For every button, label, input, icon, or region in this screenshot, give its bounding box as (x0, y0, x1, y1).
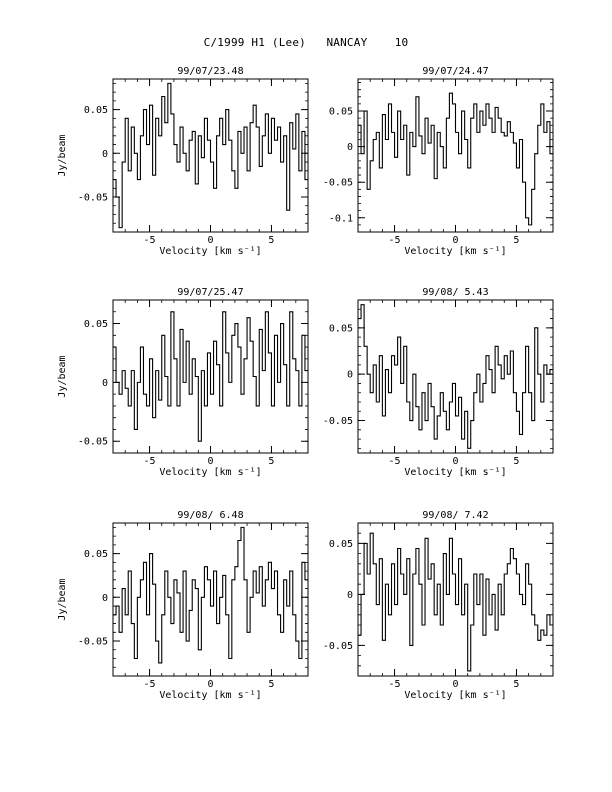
x-axis-label: Velocity [km s⁻¹] (159, 246, 261, 257)
x-tick-label: -5 (144, 235, 156, 246)
x-tick-label: 0 (452, 235, 458, 246)
y-tick-label: -0.05 (78, 437, 108, 448)
y-tick-label: 0.05 (329, 323, 353, 334)
spectrum-panel: 99/08/ 6.48 -5 0 5 -0.05 0 0.05 Velocity [km s⁻… (57, 510, 309, 701)
y-tick-label: 0 (347, 370, 353, 381)
y-tick-label: -0.1 (329, 213, 353, 224)
y-tick-label: -0.05 (323, 416, 353, 427)
x-tick-label: 5 (268, 235, 274, 246)
x-tick-label: 5 (513, 456, 519, 467)
y-axis-label: Jy/beam (57, 134, 68, 176)
y-tick-label: 0.05 (329, 107, 353, 118)
x-tick-label: 0 (207, 679, 213, 690)
x-axis-label: Velocity [km s⁻¹] (159, 690, 261, 701)
y-tick-label: 0.05 (84, 549, 108, 560)
x-tick-label: -5 (389, 235, 401, 246)
y-axis-label: Jy/beam (57, 355, 68, 397)
x-tick-label: 0 (452, 679, 458, 690)
page-title: C/1999 H1 (Lee) NANCAY 10 (203, 36, 409, 49)
y-tick-label: -0.05 (78, 193, 108, 204)
plot-frame (357, 299, 554, 454)
x-tick-label: -5 (389, 456, 401, 467)
y-tick-label: 0.05 (84, 105, 108, 116)
x-tick-label: 5 (268, 456, 274, 467)
y-tick-label: 0 (347, 590, 353, 601)
spectrum-line (113, 526, 308, 664)
panel-title: 99/07/25.47 (177, 287, 243, 298)
y-tick-label: 0.05 (329, 539, 353, 550)
y-tick-label: 0 (102, 378, 108, 389)
x-axis-label: Velocity [km s⁻¹] (404, 246, 506, 257)
y-tick-label: 0 (102, 593, 108, 604)
x-tick-label: 0 (452, 456, 458, 467)
y-tick-label: 0 (102, 149, 108, 160)
y-tick-label: -0.05 (323, 641, 353, 652)
spectrum-panel: 99/07/23.48 -5 0 5 -0.05 0 0.05 Velocity [km s⁻… (57, 66, 309, 257)
panel-title: 99/08/ 5.43 (422, 287, 488, 298)
x-axis-label: Velocity [km s⁻¹] (404, 690, 506, 701)
panel-title: 99/07/24.47 (422, 66, 488, 77)
x-tick-label: -5 (389, 679, 401, 690)
y-tick-label: 0.05 (84, 319, 108, 330)
spectrum-panel: 99/08/ 7.42 -5 0 5 -0.05 0 0.05 Velocity [km s⁻… (323, 510, 554, 701)
y-tick-label: -0.05 (323, 178, 353, 189)
y-tick-label: -0.05 (78, 637, 108, 648)
plot-frame (357, 78, 554, 233)
spectrum-line (113, 82, 308, 229)
x-tick-label: 0 (207, 456, 213, 467)
spectrum-panel: 99/07/24.47 -5 0 5 -0.1 -0.05 0 0.05 Velocity [k… (323, 66, 554, 257)
spectrum-line (113, 311, 308, 442)
x-axis-label: Velocity [km s⁻¹] (404, 467, 506, 478)
spectrum-panel: 99/07/25.47 -5 0 5 -0.05 0 0.05 Velocity [km s⁻… (57, 287, 309, 478)
spectrum-line (358, 92, 553, 226)
x-tick-label: 5 (513, 235, 519, 246)
x-axis-label: Velocity [km s⁻¹] (159, 467, 261, 478)
x-tick-label: 5 (268, 679, 274, 690)
spectrum-line (358, 532, 553, 672)
panel-title: 99/08/ 6.48 (177, 510, 243, 521)
panel-title: 99/08/ 7.42 (422, 510, 488, 521)
spectrum-line (358, 304, 553, 449)
x-tick-label: -5 (144, 456, 156, 467)
x-tick-label: 0 (207, 235, 213, 246)
y-axis-label: Jy/beam (57, 578, 68, 620)
spectrum-panel: 99/08/ 5.43 -5 0 5 -0.05 0 0.05 Velocity [km s⁻… (323, 287, 554, 478)
x-tick-label: 5 (513, 679, 519, 690)
panel-title: 99/07/23.48 (177, 66, 243, 77)
y-tick-label: 0 (347, 142, 353, 153)
x-tick-label: -5 (144, 679, 156, 690)
